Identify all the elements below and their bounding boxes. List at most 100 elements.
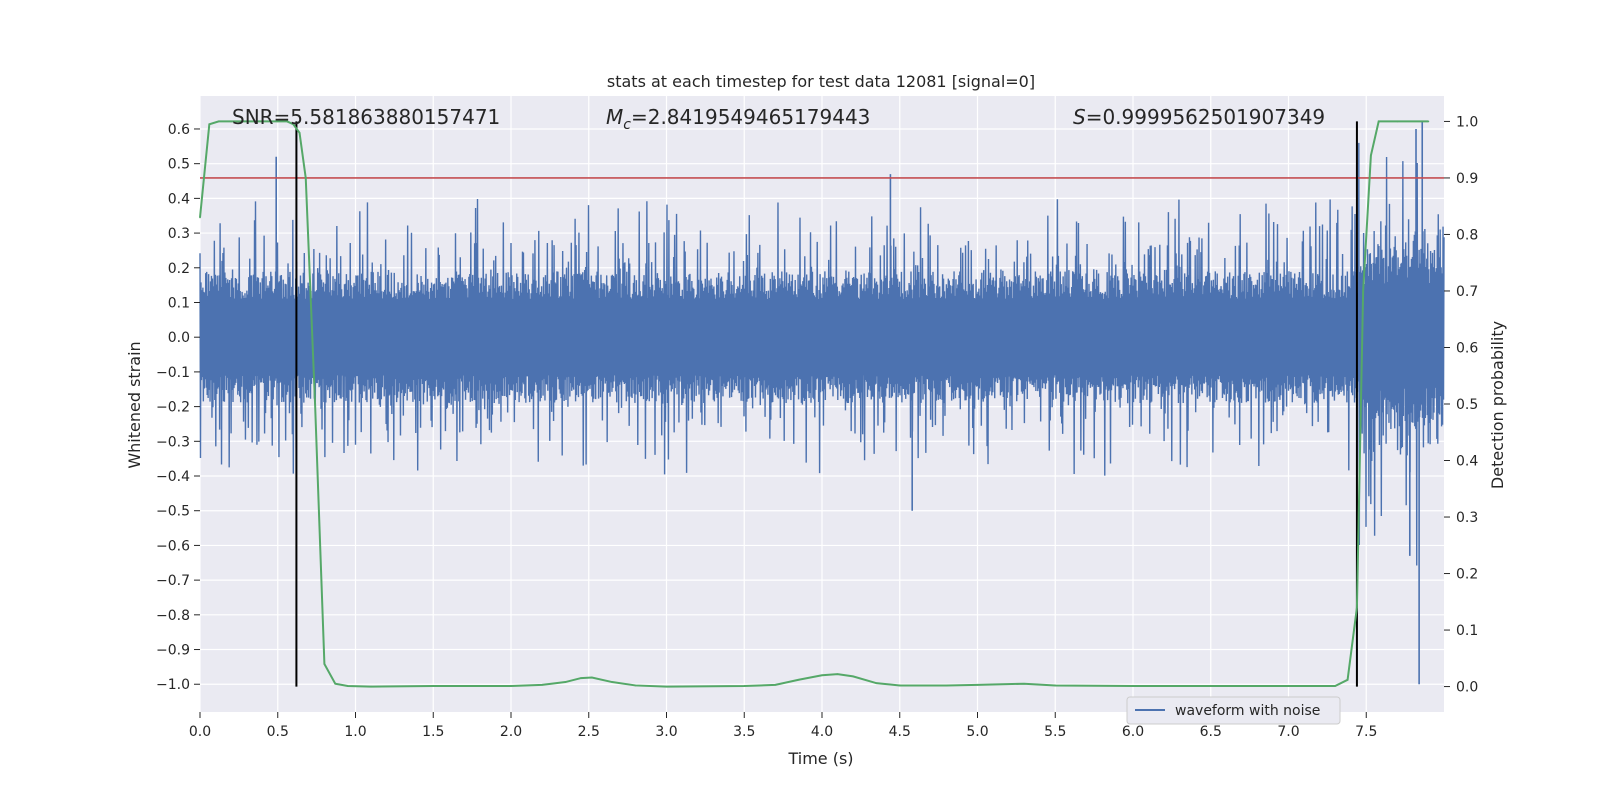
y-axis-left-ticks: 0.6 0.5 0.4 0.3 0.2 0.1 0.0 −0.1 −0.2 −0.3 −0.4 −0.… [156, 122, 200, 693]
probability-point-0 [199, 216, 201, 219]
y-axis-label-right: Detection probability [1488, 321, 1507, 489]
probability-point-35 [1023, 682, 1025, 685]
s-value: =0.9999562501907349 [1086, 105, 1325, 129]
x-tick-label-14: 7.0 [1277, 724, 1299, 740]
probability-point-20 [580, 677, 582, 679]
legend-label-waveform: waveform with noise [1175, 703, 1320, 719]
y-tick-label-left-3: 0.3 [168, 226, 190, 242]
probability-point-5 [261, 120, 264, 123]
x-tick-label-6: 3.0 [655, 724, 677, 740]
y-tick-label-left-6: 0.0 [168, 330, 190, 346]
probability-point-30 [852, 675, 854, 678]
waveform-series [199, 122, 1445, 685]
chirp-mass-annotation: Mc=2.8419549465179443 [606, 105, 870, 133]
probability-point-12 [323, 663, 326, 665]
x-tick-label-10: 5.0 [966, 724, 988, 740]
probability-point-8 [292, 123, 295, 126]
y-tick-label-right-1: 0.9 [1456, 171, 1478, 187]
y-tick-label-right-5: 0.5 [1456, 397, 1478, 413]
probability-point-44 [1377, 120, 1380, 123]
y-tick-label-right-7: 0.3 [1456, 510, 1478, 526]
y-tick-label-left-10: −0.4 [156, 469, 190, 485]
chirp-mass-symbol: M [606, 105, 623, 129]
probability-point-45 [1396, 120, 1399, 123]
probability-point-19 [564, 681, 567, 683]
x-axis-ticks: 0.0 0.5 1.0 1.5 2.0 2.5 3.0 3.5 4.0 4.5 5.0 5.5 6.0 6… [189, 712, 1377, 740]
probability-point-38 [1287, 685, 1290, 687]
y-tick-label-right-0: 1.0 [1456, 114, 1478, 130]
y-tick-label-right-3: 0.7 [1456, 284, 1478, 300]
chart-title: stats at each timestep for test data 120… [607, 72, 1035, 91]
probability-point-37 [1132, 685, 1134, 687]
y-tick-label-right-2: 0.8 [1456, 227, 1478, 243]
probability-point-22 [611, 681, 613, 683]
y-tick-label-left-16: −1.0 [156, 677, 190, 693]
x-tick-label-8: 4.0 [811, 724, 833, 740]
probability-point-7 [286, 120, 288, 123]
probability-point-24 [665, 685, 668, 688]
probability-point-15 [370, 685, 372, 688]
s-symbol: S [1073, 105, 1086, 129]
y-tick-label-right-9: 0.1 [1456, 623, 1478, 639]
probability-point-13 [334, 682, 337, 685]
legend: waveform with noise [1126, 696, 1341, 725]
y-axis-right-ticks: 1.0 0.9 0.8 0.7 0.6 0.5 0.4 0.3 0.2 0.1 0.0 [1444, 114, 1478, 696]
chirp-mass-subscript: c [623, 117, 631, 133]
y-tick-label-left-2: 0.4 [168, 191, 190, 207]
probability-point-11 [314, 403, 316, 405]
probability-point-16 [432, 685, 435, 687]
probability-point-14 [346, 685, 349, 687]
probability-series [199, 120, 1430, 688]
waveform-line [199, 142, 1445, 566]
probability-point-29 [836, 673, 839, 675]
x-tick-label-1: 0.5 [267, 724, 289, 740]
y-tick-label-left-13: −0.7 [156, 573, 190, 589]
probability-point-36 [1054, 684, 1057, 687]
probability-point-27 [797, 678, 800, 681]
probability-point-2 [217, 120, 220, 123]
legend-box [1126, 696, 1341, 725]
x-tick-label-12: 6.0 [1122, 724, 1144, 740]
y-tick-label-left-1: 0.5 [168, 157, 190, 173]
y-tick-label-right-4: 0.6 [1456, 340, 1478, 356]
x-tick-label-15: 7.5 [1355, 724, 1377, 740]
chirp-mass-value: =2.8419549465179443 [631, 105, 870, 129]
y-tick-label-left-4: 0.2 [168, 261, 190, 277]
probability-point-17 [510, 685, 512, 687]
probability-point-25 [743, 685, 746, 687]
y-tick-label-left-8: −0.2 [156, 400, 190, 416]
y-tick-label-left-15: −0.9 [156, 643, 190, 659]
x-tick-label-0: 0.0 [189, 724, 211, 740]
x-tick-label-13: 6.5 [1200, 724, 1222, 740]
probability-point-23 [634, 684, 637, 687]
probability-point-1 [208, 123, 211, 126]
x-tick-label-11: 5.5 [1044, 724, 1066, 740]
y-tick-label-left-0: 0.6 [168, 122, 190, 138]
probability-point-6 [276, 120, 279, 123]
probability-point-10 [304, 177, 307, 179]
y-tick-label-right-10: 0.0 [1456, 680, 1478, 696]
probability-point-32 [898, 684, 901, 687]
y-tick-label-right-6: 0.4 [1456, 454, 1478, 470]
probability-point-43 [1370, 154, 1372, 157]
probability-point-4 [245, 120, 248, 123]
x-axis-label: Time (s) [787, 749, 853, 768]
probability-point-18 [541, 684, 543, 686]
probability-point-9 [298, 131, 301, 134]
y-tick-label-left-9: −0.3 [156, 434, 190, 450]
probability-point-26 [774, 684, 777, 686]
y-tick-label-left-12: −0.6 [156, 538, 190, 554]
probability-point-40 [1346, 678, 1349, 681]
y-tick-label-left-7: −0.1 [156, 365, 190, 381]
probability-point-46 [1427, 120, 1430, 123]
probability-point-33 [945, 684, 948, 687]
probability-point-41 [1356, 606, 1358, 609]
y-tick-label-right-8: 0.2 [1456, 567, 1478, 583]
x-tick-label-5: 2.5 [578, 724, 600, 740]
snr-annotation: SNR=5.581863880157471 [232, 105, 500, 129]
x-tick-label-4: 2.0 [500, 724, 522, 740]
probability-point-28 [821, 674, 823, 677]
y-axis-label-left: Whitened strain [125, 341, 144, 468]
probability-point-34 [976, 684, 979, 686]
